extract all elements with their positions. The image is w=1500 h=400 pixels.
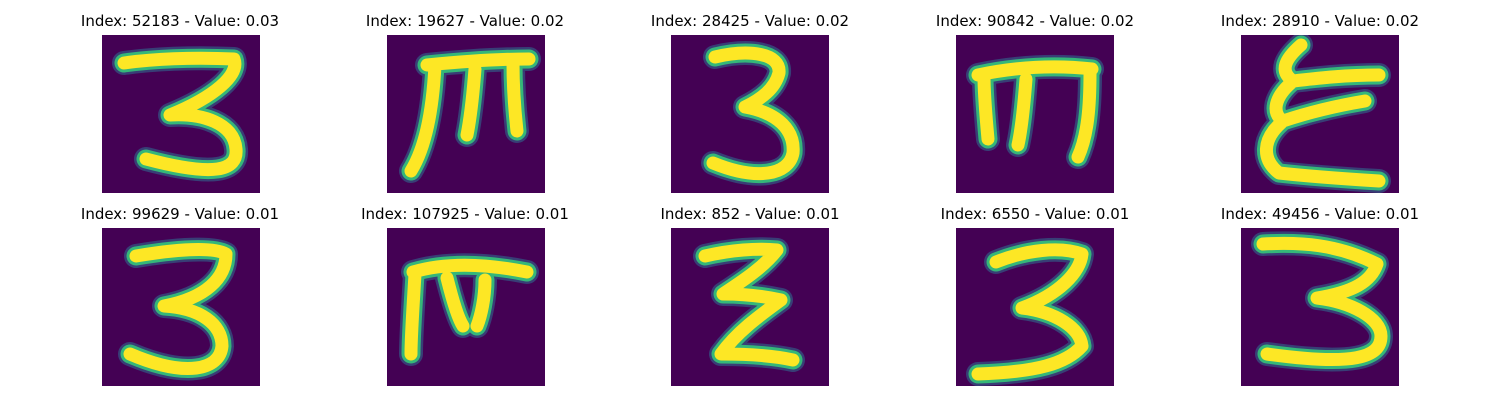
- panel-title-10: Index: 49456 - Value: 0.01: [1220, 205, 1420, 223]
- panel-image-4: [956, 35, 1114, 193]
- handwritten-rotated-e-image: [387, 35, 545, 193]
- panel-title-4: Index: 90842 - Value: 0.02: [935, 12, 1135, 30]
- panel-title-9: Index: 6550 - Value: 0.01: [940, 205, 1130, 223]
- panel-title-1: Index: 52183 - Value: 0.03: [80, 12, 280, 30]
- panel-image-6: [102, 228, 260, 386]
- panel-image-1: [102, 35, 260, 193]
- panel-image-10: [1241, 228, 1399, 386]
- handwritten-three-image: [1241, 228, 1399, 386]
- handwritten-sigma-e-image: [1241, 35, 1399, 193]
- panel-image-9: [956, 228, 1114, 386]
- panel-image-3: [671, 35, 829, 193]
- panel-image-8: [671, 228, 829, 386]
- handwritten-three-image: [671, 35, 829, 193]
- panel-image-2: [387, 35, 545, 193]
- panel-title-3: Index: 28425 - Value: 0.02: [650, 12, 850, 30]
- panel-title-2: Index: 19627 - Value: 0.02: [365, 12, 565, 30]
- handwritten-rotated-e-image: [387, 228, 545, 386]
- panel-title-7: Index: 107925 - Value: 0.01: [361, 205, 569, 223]
- panel-image-7: [387, 228, 545, 386]
- panel-image-5: [1241, 35, 1399, 193]
- panel-title-8: Index: 852 - Value: 0.01: [660, 205, 840, 223]
- handwritten-rotated-e-image: [956, 35, 1114, 193]
- panel-title-6: Index: 99629 - Value: 0.01: [80, 205, 280, 223]
- handwritten-three-image: [102, 35, 260, 193]
- handwritten-zigzag-image: [671, 228, 829, 386]
- handwritten-three-image: [956, 228, 1114, 386]
- panel-title-5: Index: 28910 - Value: 0.02: [1220, 12, 1420, 30]
- handwritten-three-image: [102, 228, 260, 386]
